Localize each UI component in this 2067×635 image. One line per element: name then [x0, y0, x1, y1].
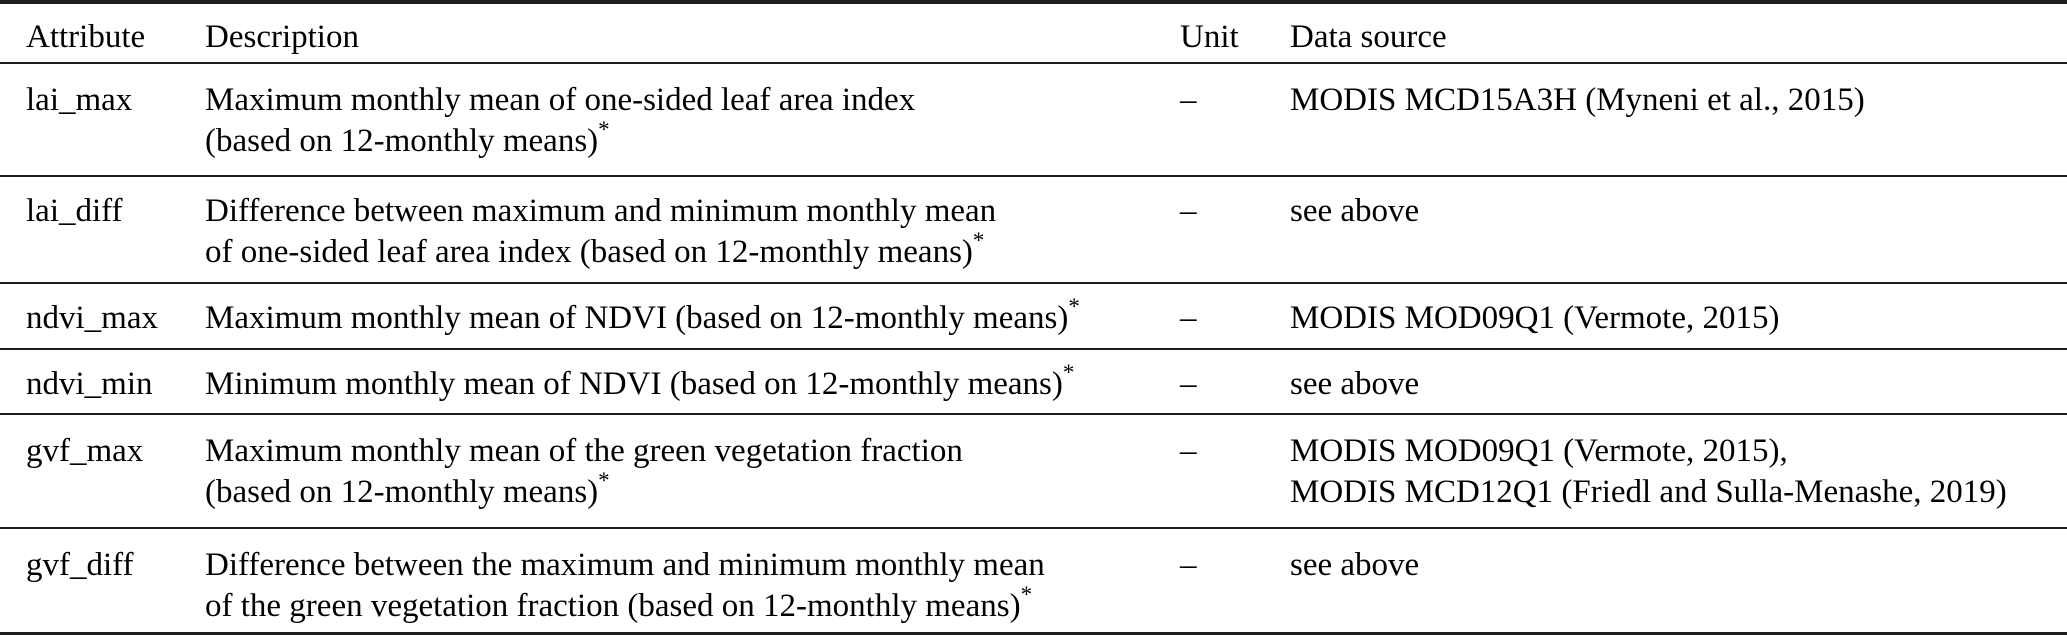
description-text: Minimum monthly mean of NDVI (based on 1…: [205, 366, 1063, 402]
column-header-data-source: Data source: [1290, 19, 1447, 55]
description-cell: Maximum monthly mean of the green vegeta…: [205, 431, 1180, 527]
data-source-cell: see above: [1290, 545, 2067, 632]
description-cell: Minimum monthly mean of NDVI (based on 1…: [205, 361, 1180, 413]
description-text: (based on 12-monthly means): [205, 123, 599, 159]
data-source-line: MODIS MOD09Q1 (Vermote, 2015),: [1290, 433, 1788, 469]
description-line: Difference between maximum and minimum m…: [205, 193, 997, 229]
description-cell: Difference between the maximum and minim…: [205, 545, 1180, 632]
footnote-asterisk: *: [598, 468, 610, 493]
column-header-unit: Unit: [1180, 19, 1239, 55]
table-row-gvf-max: gvf_max Maximum monthly mean of the gree…: [0, 415, 2067, 529]
attribute-value: lai_diff: [26, 193, 123, 229]
data-source-cell: see above: [1290, 364, 2067, 413]
description-line: of the green vegetation fraction (based …: [205, 583, 1180, 627]
data-source-line: MODIS MCD15A3H (Myneni et al., 2015): [1290, 82, 1865, 118]
data-source-line: MODIS MCD12Q1 (Friedl and Sulla-Menashe,…: [1290, 474, 2007, 510]
description-text: of the green vegetation fraction (based …: [205, 588, 1021, 624]
description-line: of one-sided leaf area index (based on 1…: [205, 229, 1180, 273]
attribute-value: gvf_max: [26, 433, 144, 469]
description-line: (based on 12-monthly means)*: [205, 118, 1180, 162]
description-line: (based on 12-monthly means)*: [205, 469, 1180, 513]
data-source-cell: MODIS MCD15A3H (Myneni et al., 2015): [1290, 80, 2067, 175]
data-source-cell: MODIS MOD09Q1 (Vermote, 2015), MODIS MCD…: [1290, 431, 2067, 527]
table-row-ndvi-min: ndvi_min Minimum monthly mean of NDVI (b…: [0, 350, 2067, 415]
description-text: of one-sided leaf area index (based on 1…: [205, 234, 973, 270]
description-cell: Maximum monthly mean of NDVI (based on 1…: [205, 295, 1180, 348]
table-row-lai-max: lai_max Maximum monthly mean of one-side…: [0, 64, 2067, 177]
data-source-line: see above: [1290, 366, 1420, 402]
description-line: Minimum monthly mean of NDVI (based on 1…: [205, 361, 1180, 405]
footnote-asterisk: *: [1020, 582, 1033, 607]
unit-value: –: [1180, 547, 1197, 583]
description-line: Maximum monthly mean of NDVI (based on 1…: [205, 295, 1180, 339]
footnote-asterisk: *: [598, 117, 610, 142]
data-source-cell: MODIS MOD09Q1 (Vermote, 2015): [1290, 298, 2067, 348]
unit-value: –: [1180, 300, 1197, 336]
description-line: Maximum monthly mean of one-sided leaf a…: [205, 82, 916, 118]
data-source-cell: see above: [1290, 191, 2067, 282]
data-source-line: MODIS MOD09Q1 (Vermote, 2015): [1290, 300, 1780, 336]
description-text: Maximum monthly mean of NDVI (based on 1…: [205, 300, 1069, 336]
data-source-line: see above: [1290, 193, 1420, 229]
unit-value: –: [1180, 433, 1197, 469]
unit-value: –: [1180, 366, 1197, 402]
description-line: Difference between the maximum and minim…: [205, 547, 1045, 583]
column-header-description: Description: [205, 19, 359, 55]
attribute-value: lai_max: [26, 82, 133, 118]
attribute-value: ndvi_min: [26, 366, 153, 402]
attribute-value: gvf_diff: [26, 547, 134, 583]
column-header-attribute: Attribute: [26, 19, 146, 55]
data-source-line: see above: [1290, 547, 1420, 583]
footnote-asterisk: *: [1068, 294, 1080, 319]
attribute-value: ndvi_max: [26, 300, 158, 336]
description-cell: Maximum monthly mean of one-sided leaf a…: [205, 80, 1180, 175]
table-row-ndvi-max: ndvi_max Maximum monthly mean of NDVI (b…: [0, 284, 2067, 350]
description-text: (based on 12-monthly means): [205, 474, 599, 510]
description-line: Maximum monthly mean of the green vegeta…: [205, 433, 963, 469]
table-row-lai-diff: lai_diff Difference between maximum and …: [0, 177, 2067, 284]
footnote-asterisk: *: [1062, 360, 1075, 385]
table-row-gvf-diff: gvf_diff Difference between the maximum …: [0, 529, 2067, 635]
footnote-asterisk: *: [972, 228, 985, 253]
unit-value: –: [1180, 193, 1197, 229]
unit-value: –: [1180, 82, 1197, 118]
table-header-row: Attribute Description Unit Data source: [0, 4, 2067, 64]
description-cell: Difference between maximum and minimum m…: [205, 191, 1180, 282]
